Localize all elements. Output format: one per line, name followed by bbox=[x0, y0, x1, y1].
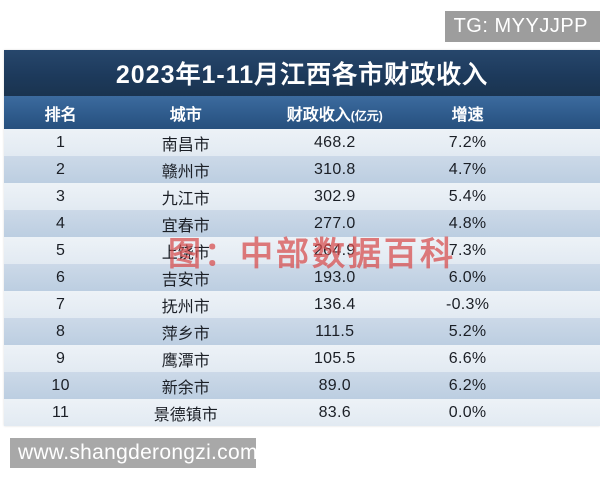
rank-cell: 2 bbox=[56, 160, 66, 178]
growth-cell: 6.6% bbox=[448, 349, 487, 367]
city-cell: 南昌市 bbox=[161, 136, 210, 154]
header-revenue-label: 财政收入 bbox=[286, 106, 351, 124]
rank-cell: 8 bbox=[56, 322, 66, 340]
rank-cell: 11 bbox=[52, 403, 70, 421]
table-row: 11 景德镇市 83.6 0.0% bbox=[4, 399, 600, 426]
revenue-cell: 111.5 bbox=[315, 322, 355, 340]
table-row: 6 吉安市 193.0 6.0% bbox=[4, 264, 600, 291]
rank-cell: 4 bbox=[56, 214, 66, 232]
revenue-cell: 105.5 bbox=[313, 349, 356, 367]
growth-cell: -0.3% bbox=[445, 295, 490, 313]
header-city: 城市 bbox=[169, 106, 202, 124]
rank-cell: 3 bbox=[56, 187, 66, 205]
revenue-cell: 89.0 bbox=[318, 376, 351, 394]
rank-cell: 7 bbox=[56, 295, 66, 313]
table-row: 2 赣州市 310.8 4.7% bbox=[4, 156, 600, 183]
growth-cell: 4.8% bbox=[448, 214, 487, 232]
rank-cell: 1 bbox=[56, 133, 66, 151]
tg-watermark-label: TG: MYYJJPP bbox=[444, 11, 600, 42]
rank-cell: 5 bbox=[56, 241, 66, 259]
city-cell: 新余市 bbox=[161, 379, 210, 397]
city-cell: 上饶市 bbox=[161, 244, 210, 262]
rank-cell: 10 bbox=[51, 376, 70, 394]
revenue-cell: 264.9 bbox=[313, 241, 356, 259]
city-cell: 景德镇市 bbox=[153, 406, 218, 424]
revenue-cell: 83.6 bbox=[318, 403, 351, 421]
header-revenue-unit: (亿元) bbox=[350, 108, 383, 123]
city-cell: 鹰潭市 bbox=[161, 352, 210, 370]
table-row: 1 南昌市 468.2 7.2% bbox=[4, 129, 600, 156]
growth-cell: 7.2% bbox=[448, 133, 487, 151]
growth-cell: 5.2% bbox=[448, 322, 487, 340]
city-cell: 赣州市 bbox=[161, 163, 210, 181]
city-cell: 吉安市 bbox=[161, 271, 210, 289]
revenue-cell: 310.8 bbox=[313, 160, 356, 178]
city-cell: 抚州市 bbox=[161, 298, 210, 316]
revenue-cell: 193.0 bbox=[313, 268, 356, 286]
center-watermark: 图：中部数据百科 bbox=[168, 235, 456, 272]
fiscal-revenue-table: 2023年1-11月江西各市财政收入 排名 城市 财政收入(亿元) 增速 1 南… bbox=[4, 50, 600, 426]
revenue-cell: 277.0 bbox=[313, 214, 356, 232]
revenue-cell: 136.4 bbox=[313, 295, 356, 313]
table-title: 2023年1-11月江西各市财政收入 bbox=[4, 50, 600, 96]
rank-cell: 9 bbox=[56, 349, 66, 367]
city-cell: 萍乡市 bbox=[161, 325, 210, 343]
city-cell: 九江市 bbox=[161, 190, 210, 208]
growth-cell: 5.4% bbox=[448, 187, 487, 205]
table-body: 1 南昌市 468.2 7.2% 2 赣州市 310.8 4.7% 3 九江市 … bbox=[4, 129, 600, 426]
header-growth: 增速 bbox=[451, 106, 484, 124]
rank-cell: 6 bbox=[56, 268, 66, 286]
city-cell: 宜春市 bbox=[161, 217, 210, 235]
header-revenue: 财政收入(亿元) bbox=[254, 101, 415, 125]
growth-cell: 6.2% bbox=[448, 376, 487, 394]
table-row: 5 上饶市 264.9 7.3% bbox=[4, 237, 600, 264]
table-row: 4 宜春市 277.0 4.8% bbox=[4, 210, 600, 237]
table-row: 7 抚州市 136.4 -0.3% bbox=[4, 291, 600, 318]
table-row: 8 萍乡市 111.5 5.2% bbox=[4, 318, 600, 345]
growth-cell: 4.7% bbox=[448, 160, 487, 178]
revenue-cell: 468.2 bbox=[313, 133, 356, 151]
growth-cell: 0.0% bbox=[448, 403, 487, 421]
revenue-cell: 302.9 bbox=[313, 187, 356, 205]
table-row: 9 鹰潭市 105.5 6.6% bbox=[4, 345, 600, 372]
bottom-watermark: www.shangderongzi.com bbox=[10, 438, 257, 468]
growth-cell: 7.3% bbox=[448, 241, 487, 259]
table-row: 10 新余市 89.0 6.2% bbox=[4, 372, 600, 399]
growth-cell: 6.0% bbox=[448, 268, 487, 286]
header-rank: 排名 bbox=[44, 106, 77, 124]
table-row: 3 九江市 302.9 5.4% bbox=[4, 183, 600, 210]
table-header-row: 排名 城市 财政收入(亿元) 增速 bbox=[4, 96, 600, 129]
